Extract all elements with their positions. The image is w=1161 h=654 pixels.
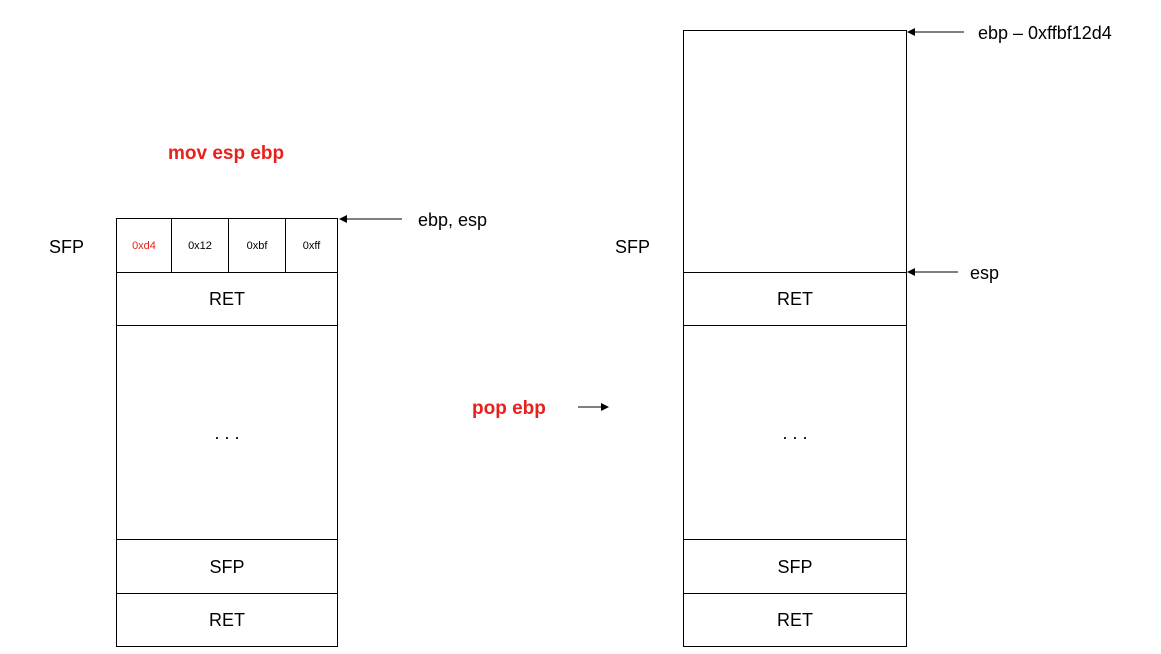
left-sfp-byte-3: 0xff bbox=[285, 218, 338, 273]
right-ellipsis-cell: . . . bbox=[683, 325, 907, 540]
pop-ebp-label: pop ebp bbox=[472, 398, 546, 419]
left-pointer-label: ebp, esp bbox=[418, 210, 488, 230]
left-ret-cell: RET bbox=[116, 272, 338, 326]
left-bottom-ret-cell: RET bbox=[116, 593, 338, 647]
left-sfp-byte-2: 0xbf bbox=[228, 218, 286, 273]
right-ret-cell: RET bbox=[683, 272, 907, 326]
left-sfp-side-label: SFP bbox=[49, 237, 85, 257]
right-bottom-sfp-cell: SFP bbox=[683, 539, 907, 594]
left-sfp-byte-0: 0xd4 bbox=[116, 218, 172, 273]
right-sfp-side-label: SFP bbox=[615, 237, 651, 257]
right-top-pointer-label: ebp – 0xffbf12d4 bbox=[978, 23, 1112, 43]
right-esp-label: esp bbox=[970, 263, 1000, 283]
right-bottom-ret-cell: RET bbox=[683, 593, 907, 647]
left-stack-title: mov esp ebp bbox=[168, 143, 285, 164]
